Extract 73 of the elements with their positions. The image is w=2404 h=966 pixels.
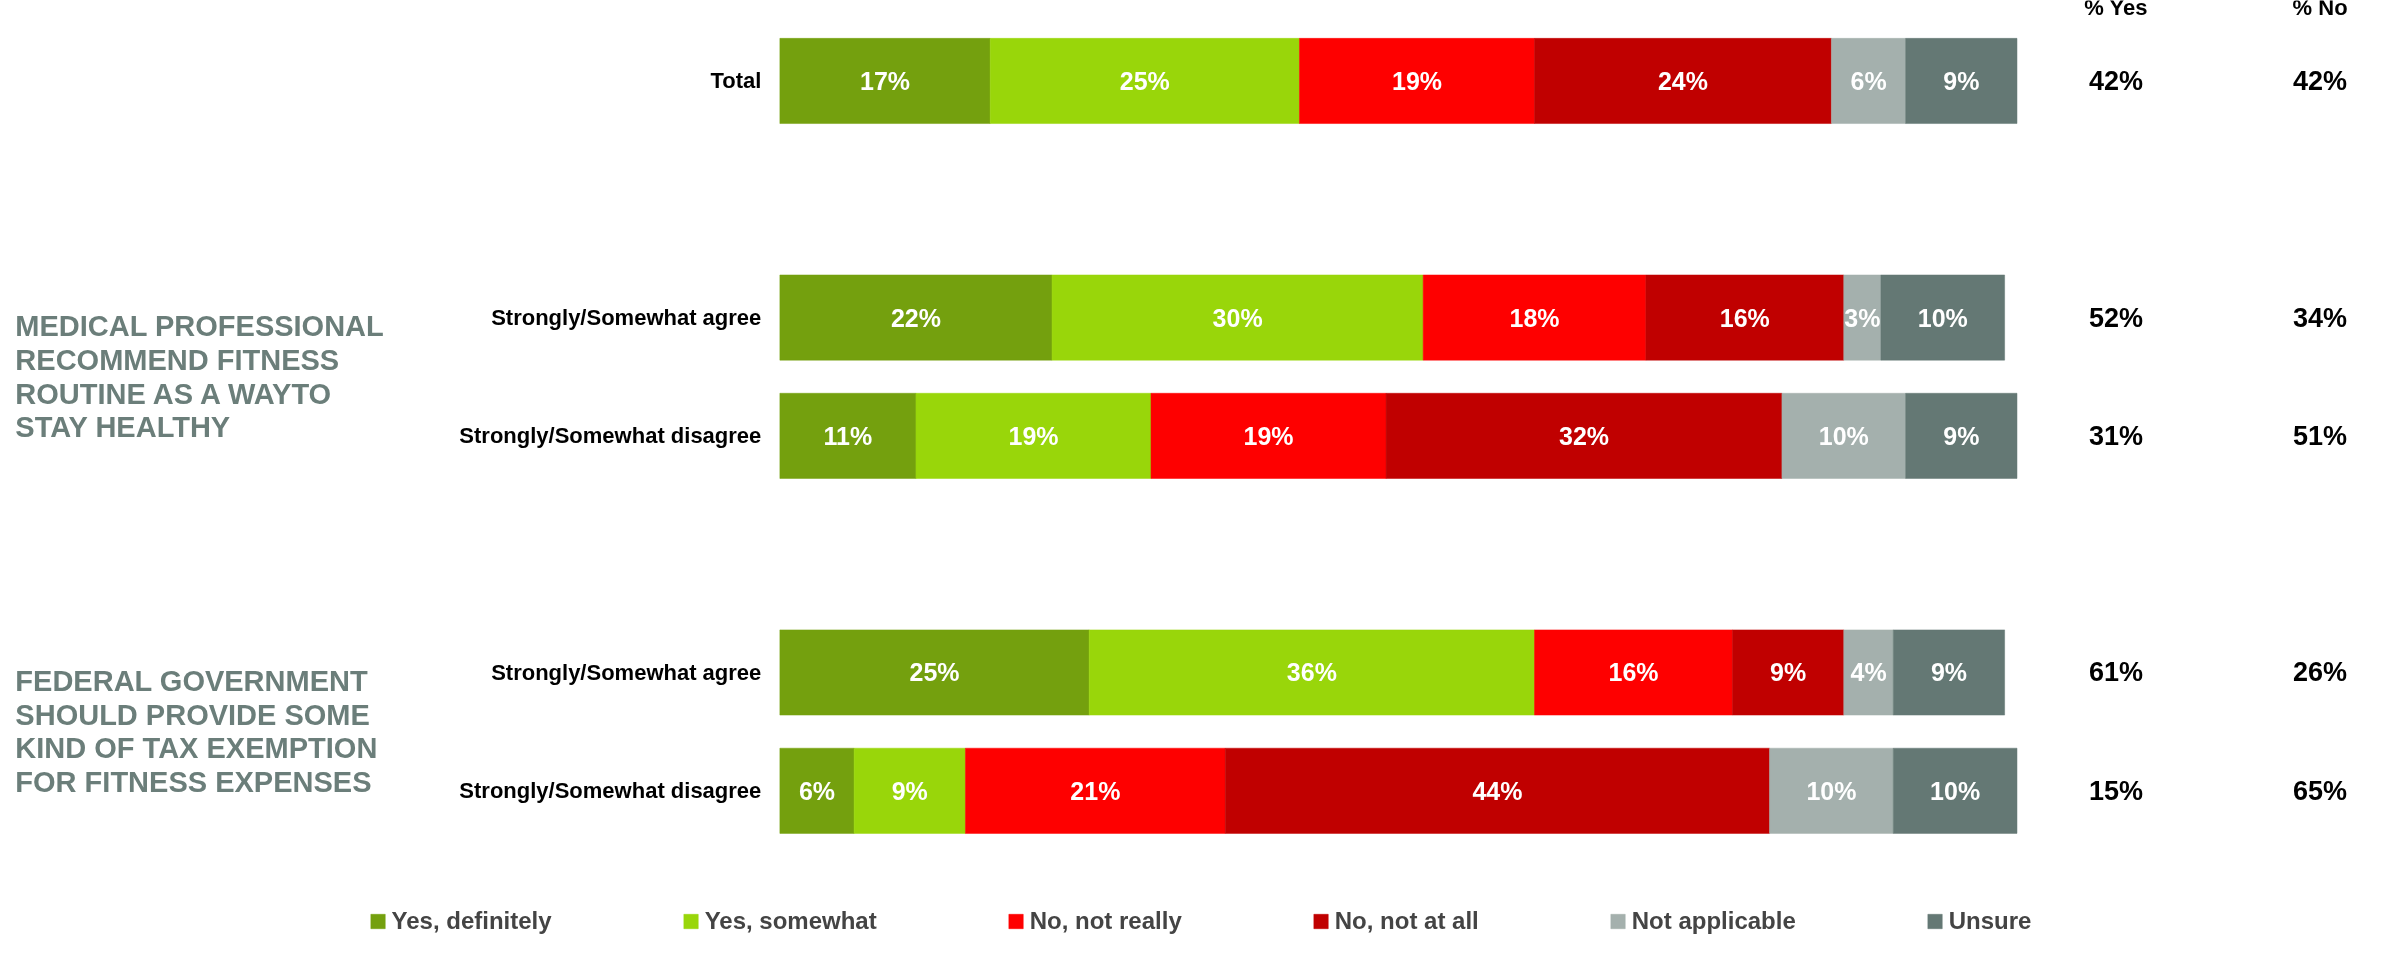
legend-label: No, not really (1029, 907, 1182, 935)
data-label: 9% (1943, 421, 1980, 450)
bar (915, 393, 1152, 479)
legend-label: Yes, definitely (391, 907, 552, 935)
bar (1385, 393, 1783, 479)
bar (779, 747, 855, 834)
text: 65% (2293, 775, 2348, 806)
data-label: 16% (1719, 303, 1770, 332)
y-tick-label: Strongly/Somewhat disagree (459, 423, 762, 449)
text: % No (2292, 0, 2348, 21)
text: 26% (2293, 657, 2348, 688)
text: 42% (2293, 65, 2348, 96)
data-label: 3% (1844, 303, 1881, 332)
bar (779, 393, 917, 479)
data-label: 9% (1943, 66, 1980, 95)
y-tick-label: Strongly/Somewhat disagree (459, 778, 762, 804)
data-label: 30% (1212, 303, 1263, 332)
data-label: 10% (1917, 303, 1968, 332)
bar (853, 747, 966, 834)
bar (1534, 38, 1832, 124)
data-label: 11% (823, 421, 873, 450)
legend-label: Unsure (1948, 907, 2032, 935)
data-label: 22% (890, 303, 941, 332)
data-label: 10% (1806, 776, 1857, 805)
data-label: 17% (860, 66, 911, 95)
legend-label: Yes, somewhat (704, 907, 877, 935)
bar (965, 747, 1226, 834)
data-label: 19% (1243, 421, 1294, 450)
y-tick-label: Strongly/Somewhat agree (491, 659, 762, 685)
data-label: 6% (798, 776, 836, 805)
bar (1831, 38, 1906, 124)
bar (1224, 747, 1770, 834)
data-label: 24% (1657, 66, 1708, 95)
data-label: 18% (1509, 303, 1560, 332)
bar (989, 38, 1300, 124)
data-label: 4% (1850, 658, 1887, 687)
bar (1769, 747, 1894, 834)
text: FEDERAL GOVERNMENT SHOULD PROVIDE SOME KIND OF TAX EXEMPTION FOR FITNESS EXPENSES (15, 665, 378, 799)
text: 15% (2088, 775, 2143, 806)
data-label: 10% (1930, 776, 1981, 805)
text: 51% (2293, 420, 2348, 451)
data-label: 10% (1818, 421, 1869, 450)
data-label: 44% (1472, 776, 1523, 805)
text: 61% (2088, 657, 2143, 688)
data-label: 36% (1286, 658, 1337, 687)
data-label: 9% (1770, 658, 1807, 687)
data-label: 25% (909, 658, 960, 687)
y-tick-label: Total (710, 68, 762, 94)
text: 42% (2088, 65, 2143, 96)
text: 52% (2088, 302, 2143, 333)
data-label: 16% (1608, 658, 1659, 687)
bar (1150, 393, 1387, 479)
bar (1905, 393, 2018, 479)
text: % Yes (2084, 0, 2148, 21)
data-label: 19% (1008, 421, 1059, 450)
legend-label: Not applicable (1631, 907, 1796, 935)
bar (1893, 747, 2018, 834)
y-tick-label: Strongly/Somewhat agree (491, 305, 762, 331)
text: 34% (2293, 302, 2348, 333)
legend-label: No, not at all (1334, 907, 1479, 935)
bar (779, 38, 991, 124)
data-label: 9% (1930, 658, 1968, 687)
data-label: 9% (891, 776, 928, 805)
bar (1299, 38, 1535, 124)
data-label: 25% (1119, 66, 1170, 95)
data-label: 6% (1850, 66, 1887, 95)
data-label: 32% (1558, 421, 1610, 450)
data-label: 19% (1391, 66, 1443, 95)
bar (1905, 38, 2018, 124)
bar (1781, 393, 1906, 479)
text: 31% (2088, 420, 2143, 451)
text: MEDICAL PROFESSIONAL RECOMMEND FITNESS ROUTINE AS A WAYTO STAY HEALTHY (15, 310, 384, 444)
data-label: 21% (1070, 776, 1121, 805)
